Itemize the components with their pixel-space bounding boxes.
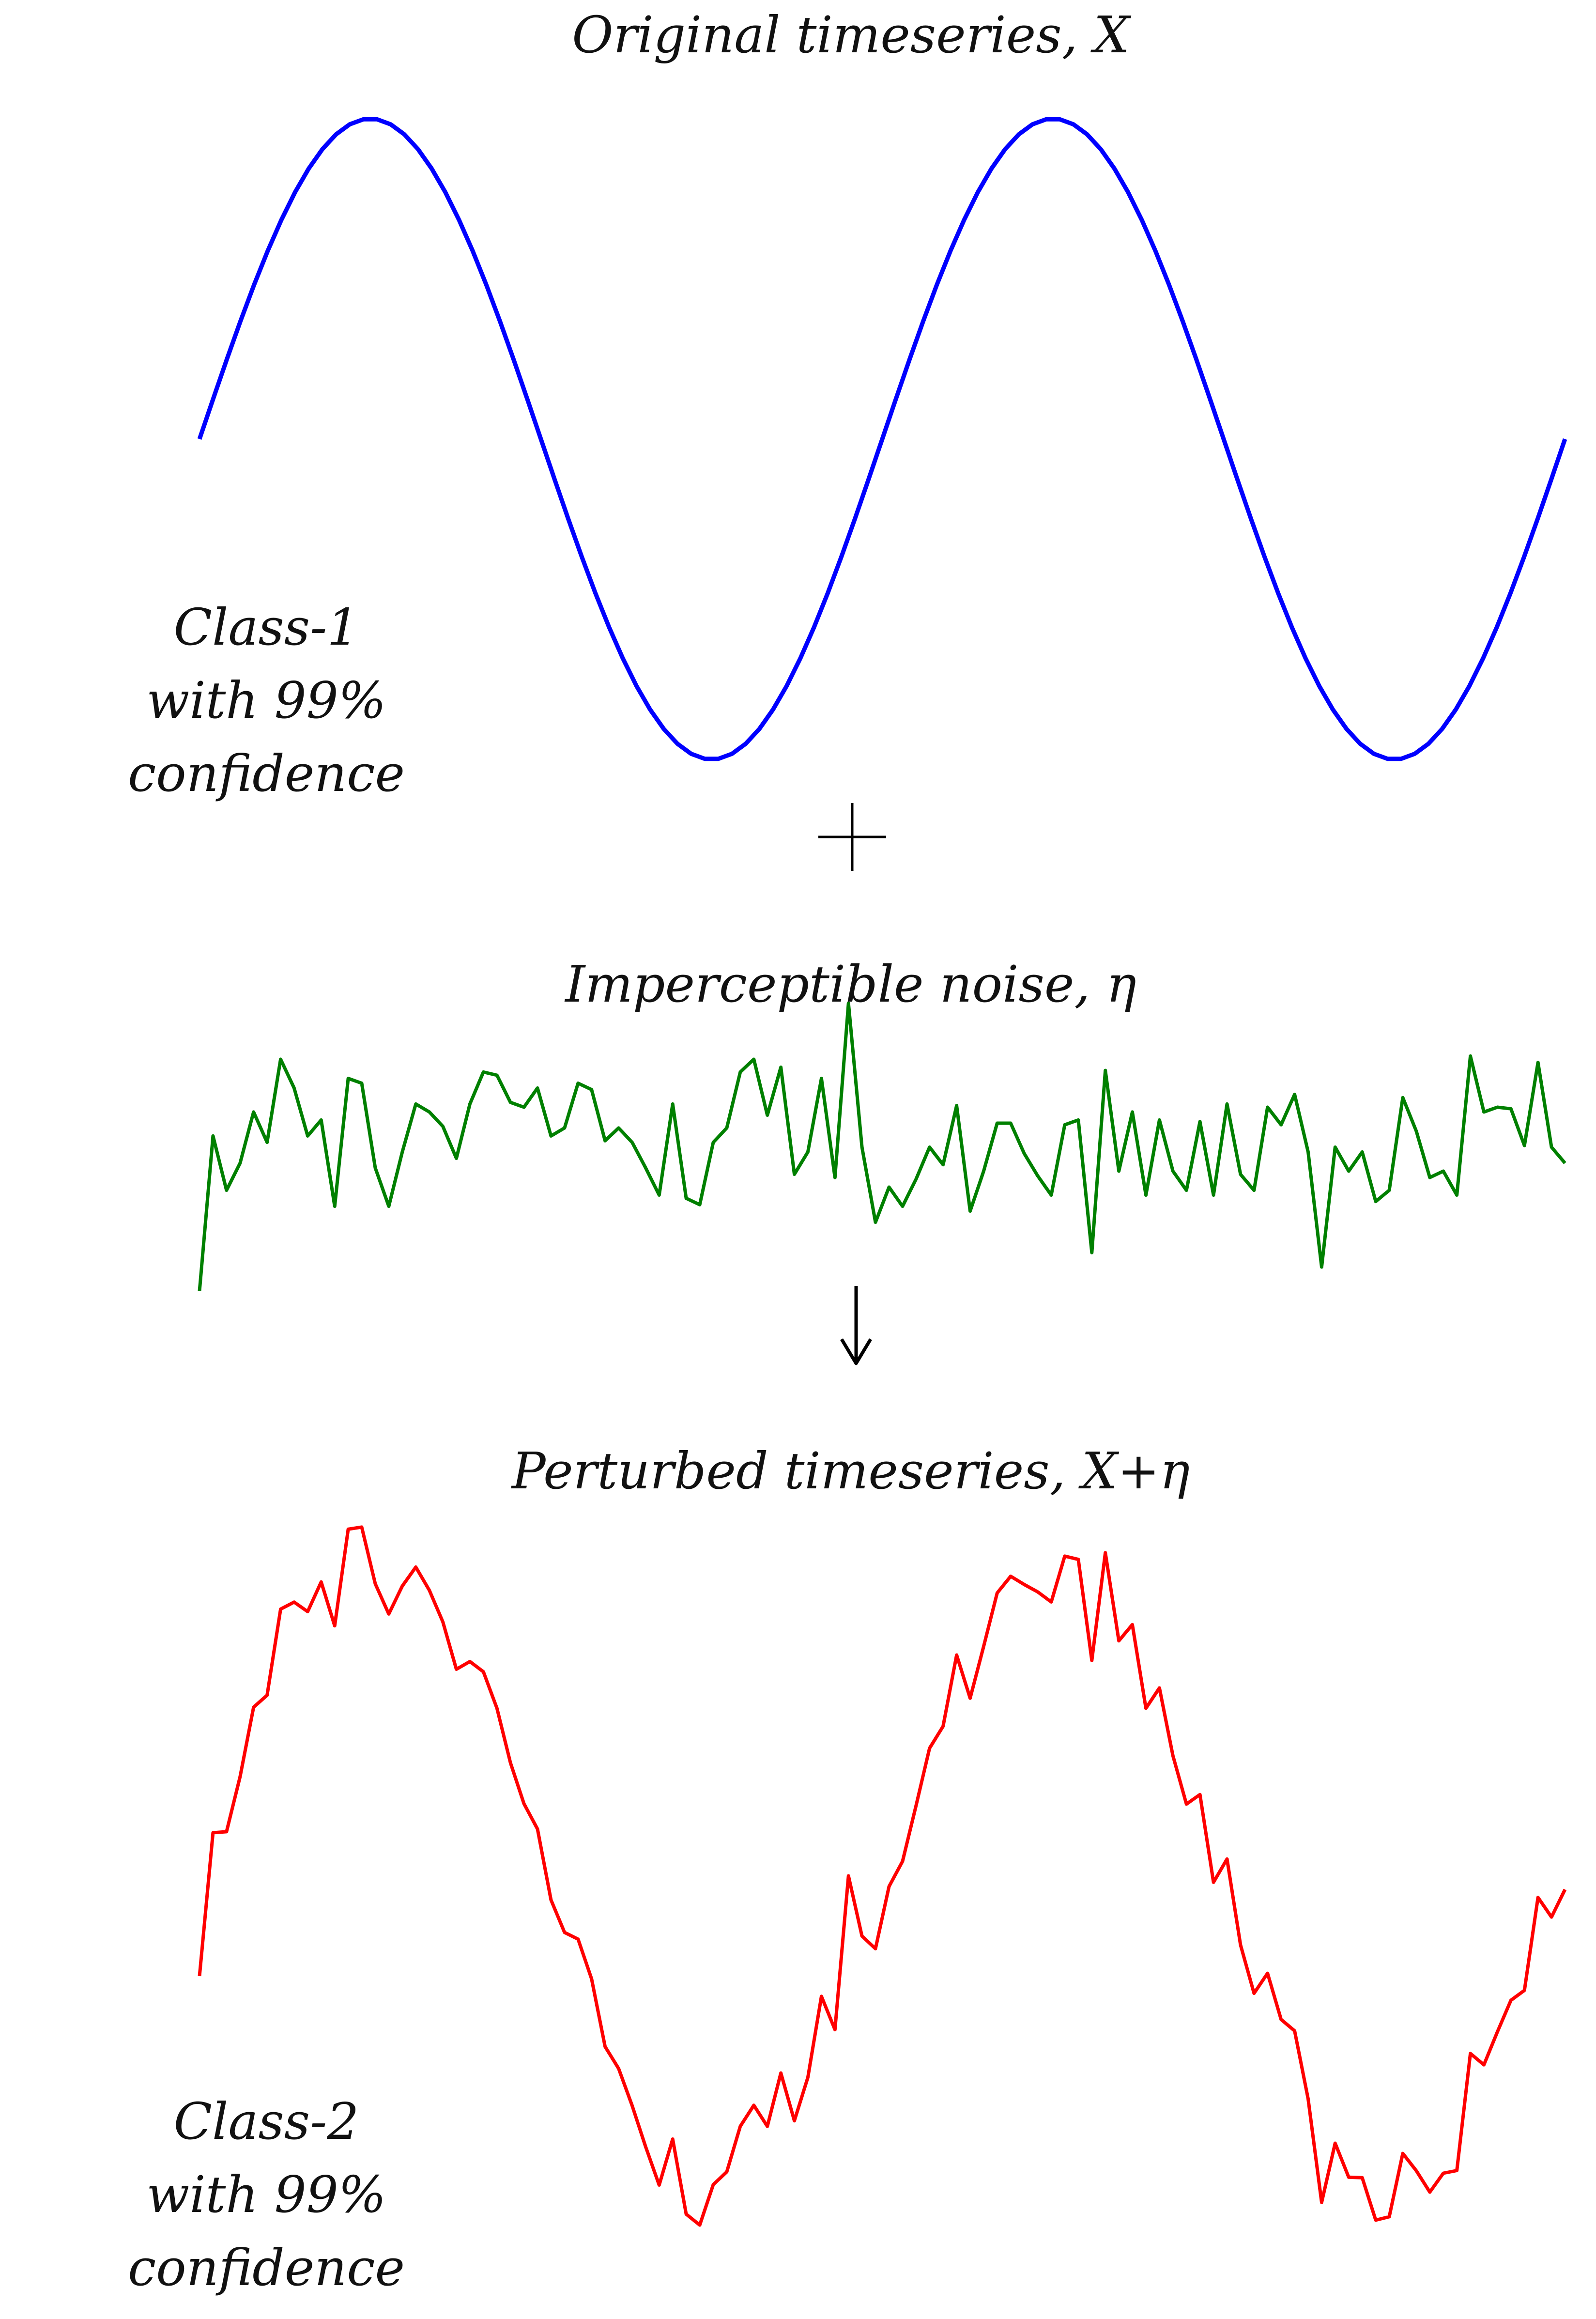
perturbed-timeseries-title: Perturbed timeseries, X+η — [511, 1441, 1190, 1500]
class-1-annotation: Class-1 with 99% confidence — [0, 591, 533, 810]
noise-line — [198, 1002, 1566, 1291]
plus-operator — [818, 803, 886, 871]
original-timeseries-line — [197, 117, 1567, 761]
class-1-label: Class-1 — [173, 598, 359, 657]
class-2-confidence: with 99% confidence — [127, 2164, 405, 2297]
perturbed-timeseries-line — [198, 1525, 1567, 2227]
class-2-label: Class-2 — [173, 2092, 359, 2151]
noise-title: Imperceptible noise, η — [565, 955, 1136, 1014]
original-timeseries-title: Original timeseries, X — [572, 5, 1130, 64]
class-2-annotation: Class-2 with 99% confidence — [0, 2085, 533, 2304]
down-arrow-icon — [840, 1286, 873, 1365]
class-1-confidence: with 99% confidence — [127, 670, 405, 803]
